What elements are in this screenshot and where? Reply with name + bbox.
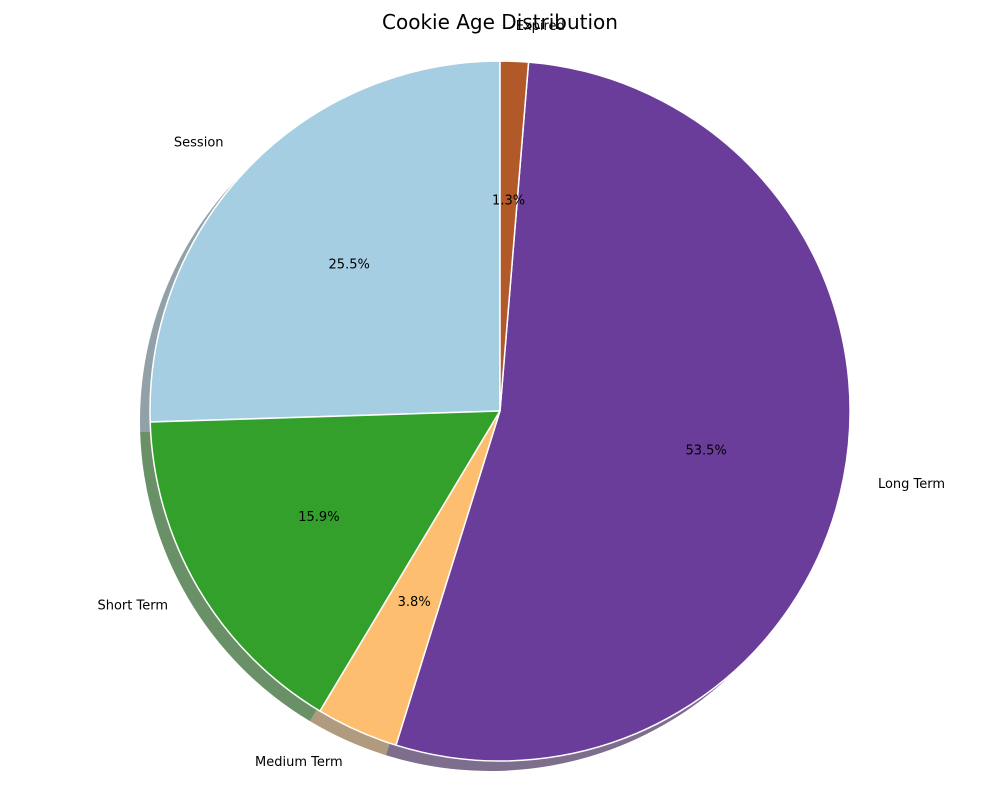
pie-slice-long-term xyxy=(395,61,851,762)
pct-label-session: 25.5% xyxy=(329,257,370,272)
pie-slice-expired xyxy=(499,60,530,412)
pie-slice-short-term xyxy=(149,410,501,712)
pct-label-long-term: 53.5% xyxy=(686,444,727,459)
slice-label-long-term: Long Term xyxy=(878,477,945,492)
chart-title: Cookie Age Distribution xyxy=(382,10,618,34)
pie-slices xyxy=(149,60,851,762)
slice-label-medium-term: Medium Term xyxy=(255,755,343,770)
pie-slice-session xyxy=(149,60,501,423)
slice-label-expired: Expired xyxy=(516,19,565,34)
pct-label-expired: 1.3% xyxy=(492,194,525,209)
slice-label-session: Session xyxy=(174,136,224,151)
pie-labels: Session 25.5% Short Term 15.9% Medium Term 3.… xyxy=(97,19,945,770)
slice-label-short-term: Short Term xyxy=(97,598,168,613)
pct-label-medium-term: 3.8% xyxy=(398,595,431,610)
pct-label-short-term: 15.9% xyxy=(298,510,339,525)
